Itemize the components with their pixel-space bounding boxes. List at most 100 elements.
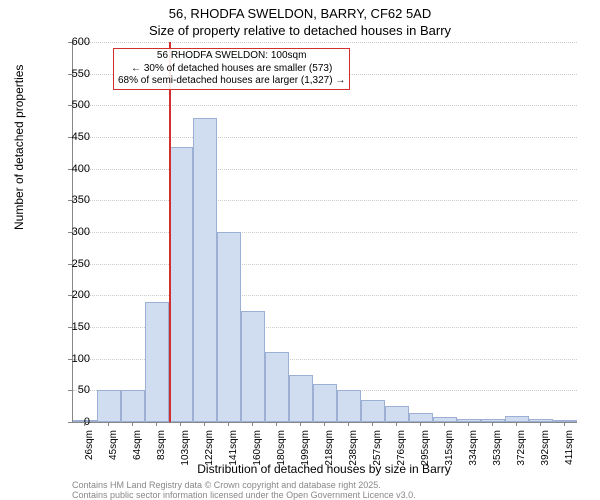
- y-tick-mark: [68, 74, 72, 75]
- x-tick-label: 392sqm: [540, 430, 551, 470]
- x-tick-label: 26sqm: [84, 430, 95, 470]
- x-tick-label: 276sqm: [396, 430, 407, 470]
- histogram-bar: [289, 375, 313, 423]
- histogram-bar: [433, 417, 457, 422]
- annotation-box: 56 RHODFA SWELDON: 100sqm← 30% of detach…: [113, 48, 350, 90]
- x-tick-label: 315sqm: [444, 430, 455, 470]
- y-tick-label: 150: [60, 321, 90, 333]
- y-tick-mark: [68, 105, 72, 106]
- histogram-bar: [193, 118, 217, 422]
- x-tick-label: 372sqm: [516, 430, 527, 470]
- x-tick-mark: [156, 422, 157, 426]
- histogram-bar: [265, 352, 289, 422]
- x-tick-label: 295sqm: [420, 430, 431, 470]
- x-tick-mark: [180, 422, 181, 426]
- grid-line: [73, 200, 577, 201]
- footer-copyright: Contains HM Land Registry data © Crown c…: [72, 480, 381, 490]
- x-tick-label: 334sqm: [468, 430, 479, 470]
- grid-line: [73, 295, 577, 296]
- x-tick-mark: [372, 422, 373, 426]
- x-tick-mark: [132, 422, 133, 426]
- histogram-bar: [169, 147, 193, 423]
- histogram-bar: [217, 232, 241, 422]
- grid-line: [73, 105, 577, 106]
- plot-area: 56 RHODFA SWELDON: 100sqm← 30% of detach…: [72, 42, 577, 423]
- x-tick-label: 103sqm: [180, 430, 191, 470]
- x-tick-mark: [444, 422, 445, 426]
- histogram-bar: [241, 311, 265, 422]
- x-tick-mark: [276, 422, 277, 426]
- x-tick-mark: [252, 422, 253, 426]
- y-tick-label: 500: [60, 99, 90, 111]
- y-tick-mark: [68, 232, 72, 233]
- histogram-bar: [553, 420, 577, 422]
- x-tick-mark: [468, 422, 469, 426]
- chart-title-line2: Size of property relative to detached ho…: [0, 23, 600, 38]
- y-tick-label: 350: [60, 194, 90, 206]
- annotation-line1: 56 RHODFA SWELDON: 100sqm: [118, 50, 345, 63]
- x-tick-mark: [324, 422, 325, 426]
- x-tick-mark: [516, 422, 517, 426]
- y-tick-label: 550: [60, 68, 90, 80]
- y-tick-mark: [68, 200, 72, 201]
- y-tick-mark: [68, 422, 72, 423]
- histogram-bar: [457, 419, 481, 422]
- histogram-bar: [97, 390, 121, 422]
- y-tick-mark: [68, 42, 72, 43]
- grid-line: [73, 232, 577, 233]
- grid-line: [73, 264, 577, 265]
- x-tick-label: 122sqm: [204, 430, 215, 470]
- x-tick-label: 64sqm: [132, 430, 143, 470]
- annotation-line3: 68% of semi-detached houses are larger (…: [118, 75, 345, 88]
- y-tick-label: 0: [60, 416, 90, 428]
- y-axis-label: Number of detached properties: [12, 65, 26, 230]
- y-tick-label: 400: [60, 163, 90, 175]
- y-tick-label: 100: [60, 353, 90, 365]
- histogram-bar: [361, 400, 385, 422]
- x-tick-label: 141sqm: [228, 430, 239, 470]
- y-tick-mark: [68, 169, 72, 170]
- y-tick-label: 450: [60, 131, 90, 143]
- x-tick-mark: [84, 422, 85, 426]
- x-tick-mark: [348, 422, 349, 426]
- histogram-bar: [409, 413, 433, 423]
- histogram-chart: 56, RHODFA SWELDON, BARRY, CF62 5AD Size…: [0, 0, 600, 500]
- marker-line: [169, 42, 171, 422]
- x-tick-mark: [420, 422, 421, 426]
- grid-line: [73, 42, 577, 43]
- histogram-bar: [337, 390, 361, 422]
- y-tick-label: 50: [60, 384, 90, 396]
- x-tick-mark: [300, 422, 301, 426]
- grid-line: [73, 169, 577, 170]
- y-tick-mark: [68, 327, 72, 328]
- y-tick-mark: [68, 390, 72, 391]
- footer-licence: Contains public sector information licen…: [72, 490, 416, 500]
- x-tick-label: 83sqm: [156, 430, 167, 470]
- x-tick-mark: [564, 422, 565, 426]
- y-tick-mark: [68, 264, 72, 265]
- x-tick-mark: [228, 422, 229, 426]
- x-tick-label: 353sqm: [492, 430, 503, 470]
- y-tick-mark: [68, 137, 72, 138]
- annotation-line2: ← 30% of detached houses are smaller (57…: [118, 63, 345, 76]
- x-tick-label: 160sqm: [252, 430, 263, 470]
- y-tick-label: 600: [60, 36, 90, 48]
- histogram-bar: [145, 302, 169, 422]
- x-tick-label: 218sqm: [324, 430, 335, 470]
- histogram-bar: [385, 406, 409, 422]
- chart-title-line1: 56, RHODFA SWELDON, BARRY, CF62 5AD: [0, 6, 600, 21]
- x-tick-label: 180sqm: [276, 430, 287, 470]
- y-tick-label: 250: [60, 258, 90, 270]
- x-tick-label: 238sqm: [348, 430, 359, 470]
- y-tick-label: 300: [60, 226, 90, 238]
- y-tick-mark: [68, 359, 72, 360]
- x-tick-mark: [108, 422, 109, 426]
- histogram-bar: [313, 384, 337, 422]
- histogram-bar: [529, 419, 553, 422]
- grid-line: [73, 137, 577, 138]
- x-tick-label: 257sqm: [372, 430, 383, 470]
- x-tick-mark: [204, 422, 205, 426]
- histogram-bar: [121, 390, 145, 422]
- y-tick-label: 200: [60, 289, 90, 301]
- x-tick-mark: [492, 422, 493, 426]
